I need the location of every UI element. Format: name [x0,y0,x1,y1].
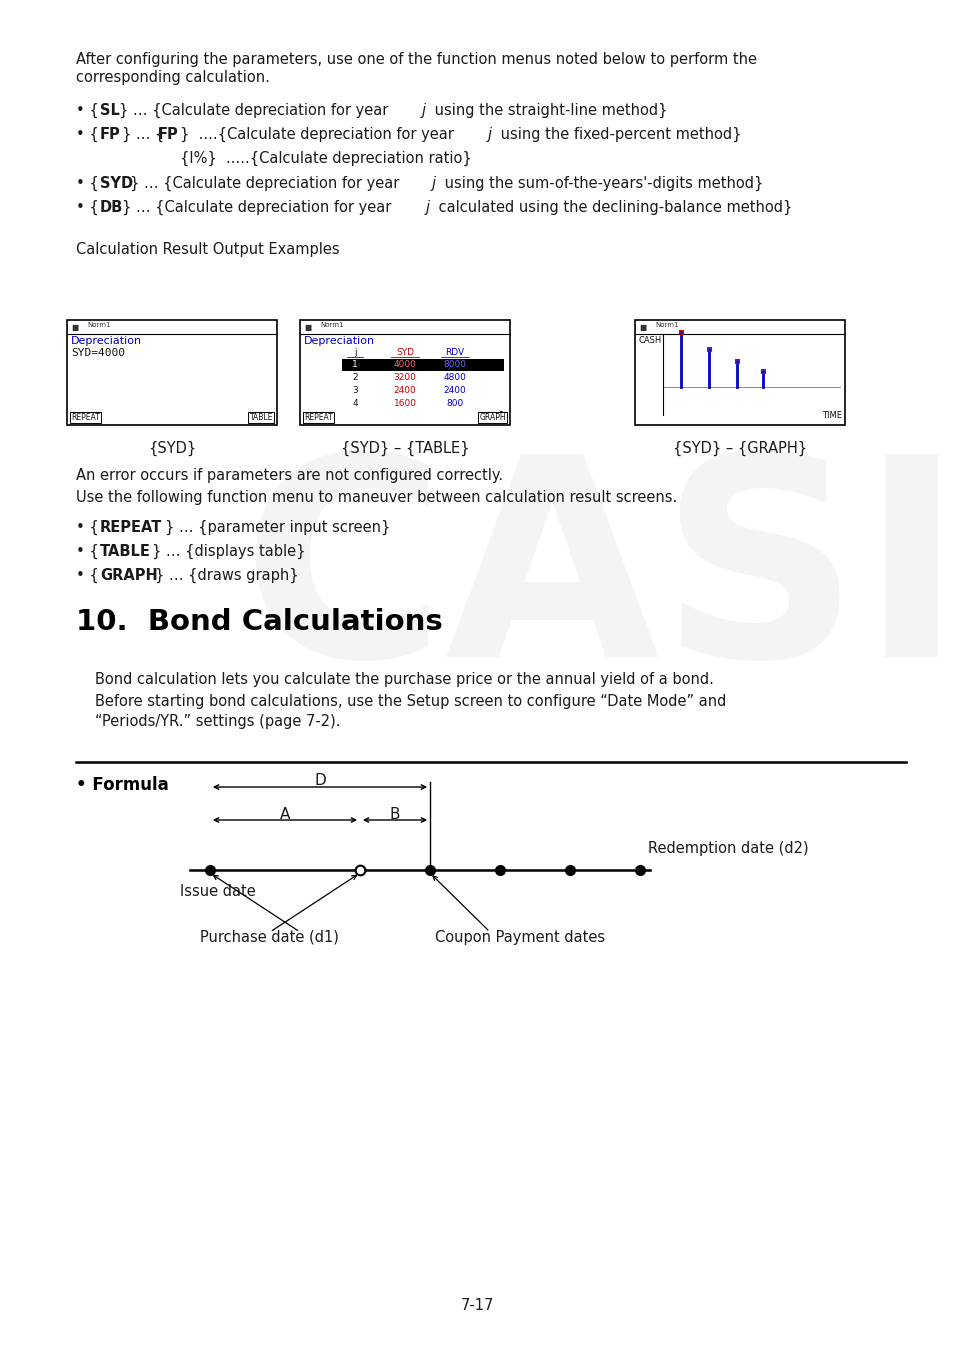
Text: A: A [279,807,290,822]
Text: • {: • { [76,127,99,142]
Text: 2400: 2400 [443,386,466,396]
Text: Use the following function menu to maneuver between calculation result screens.: Use the following function menu to maneu… [76,490,677,505]
Text: j: j [421,103,426,117]
Text: 4800: 4800 [443,373,466,382]
Text: GRAPH: GRAPH [478,413,505,423]
Text: REPEAT: REPEAT [100,520,162,535]
Text: {I%}  .....{Calculate depreciation ratio}: {I%} .....{Calculate depreciation ratio} [180,151,471,166]
Bar [635,320,844,425]
Text: using the fixed-percent method}: using the fixed-percent method} [496,127,740,142]
Text: Before starting bond calculations, use the Setup screen to configure “Date Mode”: Before starting bond calculations, use t… [95,694,725,709]
Text: j: j [432,176,436,190]
Bar [67,320,276,425]
Text: FP: FP [100,127,121,142]
Text: corresponding calculation.: corresponding calculation. [76,70,270,85]
Text: • {: • { [76,176,99,192]
Text: REPEAT: REPEAT [71,413,100,423]
Text: using the straight-line method}: using the straight-line method} [430,103,667,119]
Text: ■: ■ [639,323,645,332]
Text: Purchase date (d1): Purchase date (d1) [200,930,338,945]
Text: • {: • { [76,103,99,119]
Text: SYD: SYD [395,348,414,356]
Text: } … {draws graph}: } … {draws graph} [154,568,298,583]
Text: 3: 3 [352,386,357,396]
Text: RDV: RDV [445,348,464,356]
Text: j: j [354,348,355,356]
Text: {SYD} – {GRAPH}: {SYD} – {GRAPH} [672,441,806,456]
Bar [760,369,764,373]
Text: Norm1: Norm1 [319,323,343,328]
Text: } … {Calculate depreciation for year: } … {Calculate depreciation for year [122,200,395,215]
Text: • {: • { [76,544,99,559]
Text: ■: ■ [304,323,311,332]
Text: using the sum-of-the-years'-digits method}: using the sum-of-the-years'-digits metho… [439,176,762,192]
Text: “Periods/YR.” settings (page 7-2).: “Periods/YR.” settings (page 7-2). [95,714,340,729]
Text: Issue date: Issue date [180,884,255,899]
Text: CASH: CASH [639,336,661,346]
Text: An error occurs if parameters are not configured correctly.: An error occurs if parameters are not co… [76,468,502,483]
Text: DB: DB [100,200,123,215]
Text: Redemption date (d2): Redemption date (d2) [647,841,808,856]
Text: 3200: 3200 [394,373,416,382]
Text: B: B [390,807,400,822]
Text: 1: 1 [498,410,504,421]
Text: ■: ■ [71,323,78,332]
Text: 4000: 4000 [394,360,416,369]
Text: Norm1: Norm1 [655,323,678,328]
Text: Bond calculation lets you calculate the purchase price or the annual yield of a : Bond calculation lets you calculate the … [95,672,713,687]
Text: TABLE: TABLE [250,413,273,423]
Text: 2: 2 [352,373,357,382]
Text: 1: 1 [352,360,357,369]
Bar [734,359,739,363]
Text: TIME: TIME [821,410,841,420]
Text: 7-17: 7-17 [460,1297,493,1314]
Text: CASIO: CASIO [240,446,953,716]
Text: calculated using the declining-balance method}: calculated using the declining-balance m… [434,200,792,215]
Text: SL: SL [100,103,120,117]
Text: {SYD}: {SYD} [148,441,196,456]
Text: 8000: 8000 [443,360,466,369]
Text: SYD: SYD [100,176,133,190]
Text: Depreciation: Depreciation [304,336,375,346]
Text: 4: 4 [352,400,357,408]
Text: Norm1: Norm1 [87,323,111,328]
Bar [299,320,510,425]
Bar [341,359,503,371]
Text: SYD=4000: SYD=4000 [71,348,125,358]
Text: j: j [426,200,430,215]
Text: {SYD} – {TABLE}: {SYD} – {TABLE} [340,441,469,456]
Text: } … {displays table}: } … {displays table} [152,544,305,559]
Text: 800: 800 [446,400,463,408]
Text: Depreciation: Depreciation [71,336,142,346]
Text: TABLE: TABLE [100,544,151,559]
Text: GRAPH: GRAPH [100,568,157,583]
Text: • Formula: • Formula [76,776,169,794]
Bar [706,347,710,351]
Text: } … {parameter input screen}: } … {parameter input screen} [165,520,390,535]
Text: } … {Calculate depreciation for year: } … {Calculate depreciation for year [119,103,393,119]
Text: D: D [314,774,326,788]
Text: • {: • { [76,200,99,215]
Text: FP: FP [158,127,178,142]
Text: • {: • { [76,568,99,583]
Text: }  ....{Calculate depreciation for year: } ....{Calculate depreciation for year [180,127,458,142]
Text: Calculation Result Output Examples: Calculation Result Output Examples [76,242,339,256]
Text: 10.  Bond Calculations: 10. Bond Calculations [76,608,442,636]
Bar [679,329,682,333]
Text: } … {Calculate depreciation for year: } … {Calculate depreciation for year [130,176,403,192]
Text: After configuring the parameters, use one of the function menus noted below to p: After configuring the parameters, use on… [76,53,757,68]
Text: j: j [488,127,492,142]
Text: REPEAT: REPEAT [304,413,333,423]
Text: 1600: 1600 [393,400,416,408]
Text: • {: • { [76,520,99,535]
Text: 2400: 2400 [394,386,416,396]
Text: Coupon Payment dates: Coupon Payment dates [435,930,604,945]
Text: } ... {: } ... { [122,127,164,142]
